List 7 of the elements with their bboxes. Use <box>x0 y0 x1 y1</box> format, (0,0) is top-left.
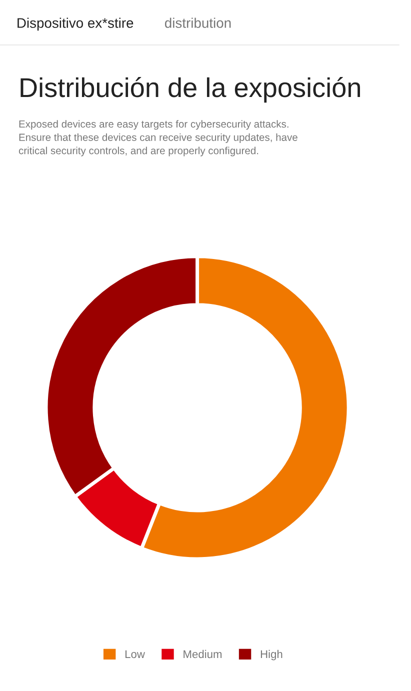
chart-title: Distribución de la exposición <box>20 77 360 103</box>
chart-subtitle: Exposed devices are easy targets for cybersecurity attacks. Ensure that these devices can receive security updates, have critical security controls, and are properly configured. <box>18 120 298 156</box>
text: distribution <box>164 18 231 28</box>
text: Dispositivo ex*stire <box>18 18 134 31</box>
legend-label: Low <box>125 650 145 658</box>
legend-label: High <box>260 650 282 660</box>
legend-label: Medium <box>184 650 222 658</box>
